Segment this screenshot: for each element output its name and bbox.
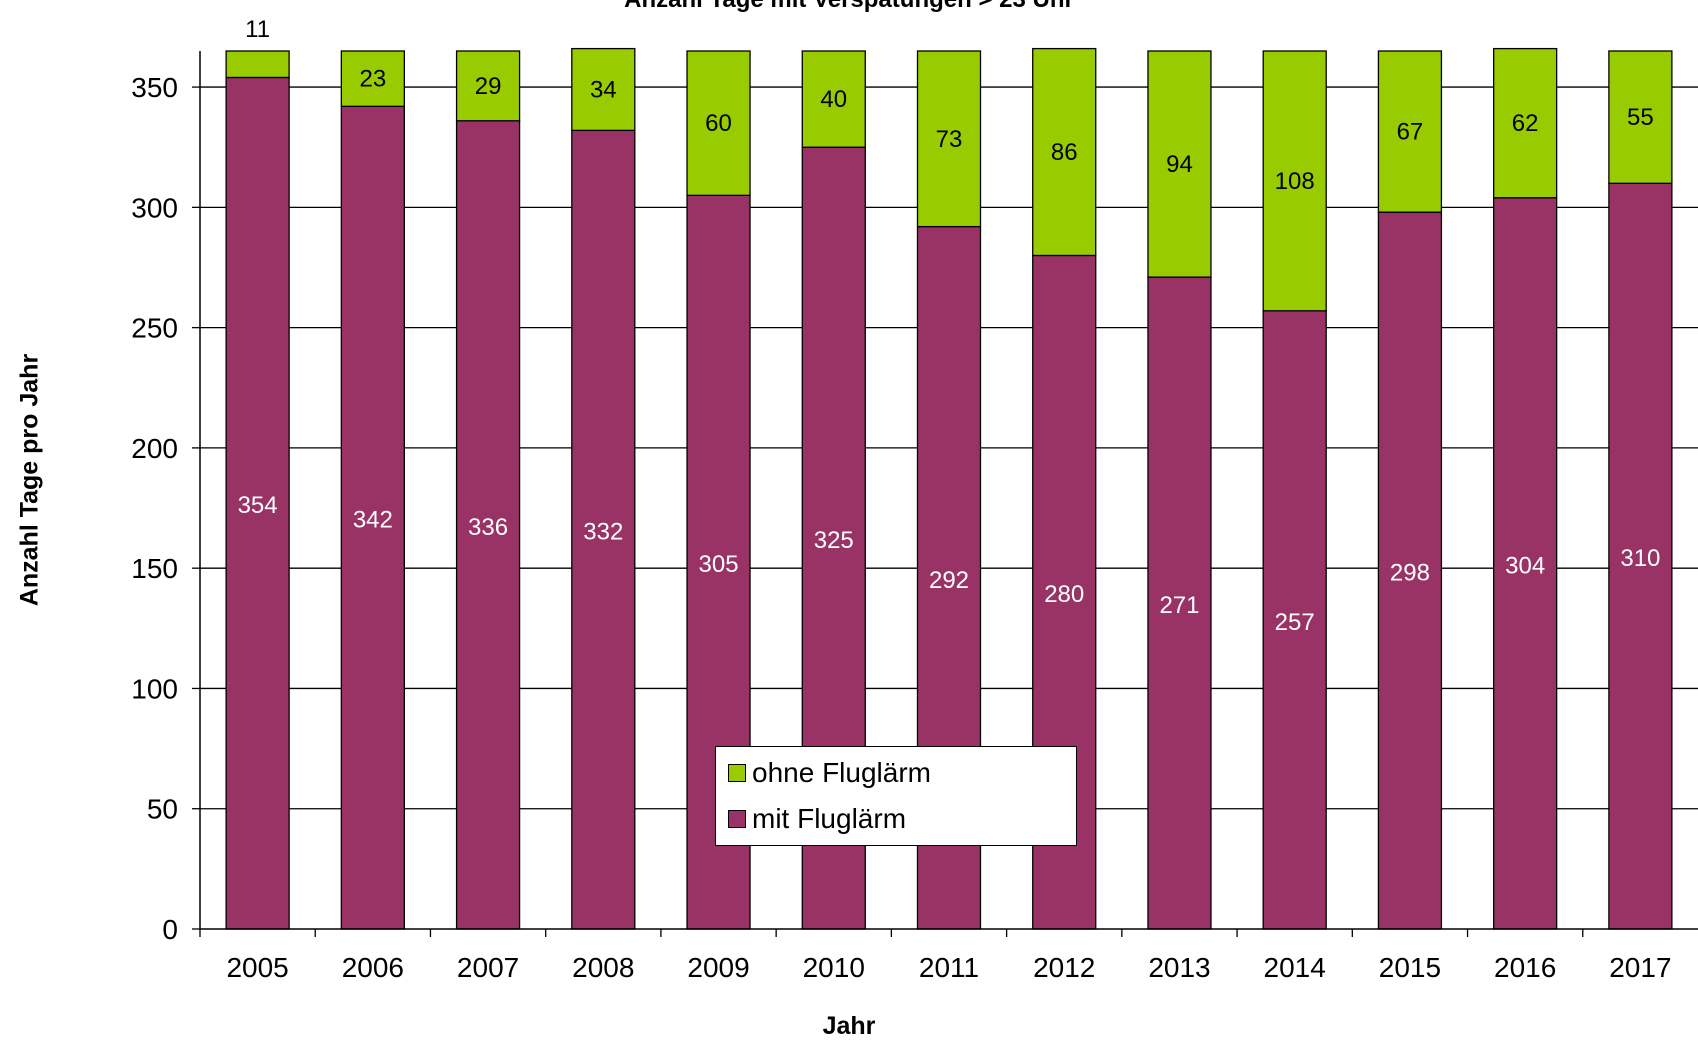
legend-label-ohne: ohne Fluglärm — [752, 757, 931, 788]
x-tick-label: 2013 — [1148, 952, 1210, 983]
bar-mit-fluglaerm — [1608, 182, 1673, 930]
data-label-ohne: 40 — [820, 86, 847, 113]
data-label-mit: 257 — [1275, 609, 1315, 636]
y-tick-label: 150 — [131, 553, 178, 584]
data-label-ohne: 34 — [590, 76, 617, 103]
x-tick-label: 2005 — [226, 952, 288, 983]
bar-mit-fluglaerm — [225, 76, 290, 930]
bar-ohne-fluglaerm — [801, 50, 866, 148]
data-label-ohne: 55 — [1627, 104, 1654, 131]
x-tick-label: 2016 — [1494, 952, 1556, 983]
bar-ohne-fluglaerm — [455, 50, 521, 122]
legend-swatch-mit — [728, 810, 746, 828]
x-tick-label: 2009 — [687, 952, 749, 983]
bar-ohne-fluglaerm — [916, 50, 982, 228]
data-label-mit: 310 — [1620, 545, 1660, 572]
x-tick-label: 2011 — [919, 952, 979, 983]
bar-ohne-fluglaerm — [1147, 50, 1212, 278]
data-label-mit: 342 — [353, 507, 393, 534]
legend-swatch-ohne — [728, 764, 746, 782]
y-tick-label: 200 — [131, 433, 178, 464]
data-label-ohne: 108 — [1275, 168, 1315, 195]
data-label-ohne: 62 — [1512, 110, 1539, 137]
data-label-ohne: 94 — [1166, 151, 1193, 178]
x-tick-label: 2006 — [342, 952, 404, 983]
x-tick-label: 2010 — [803, 952, 865, 983]
y-tick-label: 350 — [131, 72, 178, 103]
bar-ohne-fluglaerm — [571, 47, 636, 132]
x-tick-label: 2017 — [1609, 952, 1671, 983]
bar-ohne-fluglaerm — [1262, 50, 1327, 312]
y-axis-label: Anzahl Tage pro Jahr — [15, 353, 44, 607]
bar-ohne-fluglaerm — [1377, 50, 1443, 213]
bar-ohne-fluglaerm — [225, 50, 290, 79]
legend-item-ohne: ohne Fluglärm — [728, 757, 931, 789]
bar-mit-fluglaerm — [1493, 197, 1558, 930]
y-tick-label: 250 — [131, 313, 178, 344]
data-label-ohne: 29 — [475, 73, 502, 100]
data-label-mit: 354 — [238, 492, 278, 519]
data-label-mit: 298 — [1390, 560, 1430, 587]
bar-ohne-fluglaerm — [1493, 47, 1558, 199]
x-tick-label: 2007 — [457, 952, 519, 983]
x-tick-label: 2014 — [1264, 952, 1326, 983]
data-label-mit: 292 — [929, 567, 969, 594]
bar-ohne-fluglaerm — [1608, 50, 1673, 184]
legend: ohne Fluglärm mit Fluglärm — [715, 746, 1077, 846]
x-tick-label: 2012 — [1033, 952, 1095, 983]
bar-mit-fluglaerm — [455, 120, 521, 930]
data-label-mit: 304 — [1505, 552, 1545, 579]
bar-mit-fluglaerm — [571, 129, 636, 930]
bar-ohne-fluglaerm — [686, 50, 751, 196]
data-label-ohne: 11 — [245, 16, 270, 43]
data-label-ohne: 60 — [705, 110, 732, 137]
y-tick-label: 0 — [162, 914, 178, 945]
data-label-mit: 336 — [468, 514, 508, 541]
data-label-mit: 280 — [1044, 581, 1084, 608]
y-tick-label: 300 — [131, 192, 178, 223]
data-label-ohne: 86 — [1051, 139, 1078, 166]
data-label-mit: 305 — [699, 551, 739, 578]
data-label-mit: 332 — [583, 519, 623, 546]
data-label-mit: 325 — [814, 527, 854, 554]
x-tick-label: 2008 — [572, 952, 634, 983]
legend-item-mit: mit Fluglärm — [728, 803, 906, 835]
data-label-mit: 271 — [1159, 592, 1199, 619]
data-label-ohne: 73 — [936, 126, 963, 153]
bar-mit-fluglaerm — [1262, 310, 1327, 930]
y-tick-label: 100 — [131, 673, 178, 704]
y-tick-label: 50 — [147, 794, 178, 825]
chart-title: Anzahl Tage mit Verspätungen > 23 Uhr — [0, 0, 1698, 14]
bar-mit-fluglaerm — [1377, 211, 1443, 930]
bar-ohne-fluglaerm — [1032, 47, 1097, 257]
legend-label-mit: mit Fluglärm — [752, 803, 907, 834]
x-tick-label: 2015 — [1379, 952, 1441, 983]
bar-ohne-fluglaerm — [340, 50, 405, 107]
x-axis-label: Jahr — [822, 1012, 876, 1040]
data-label-ohne: 23 — [359, 66, 386, 93]
data-label-ohne: 67 — [1397, 119, 1424, 146]
